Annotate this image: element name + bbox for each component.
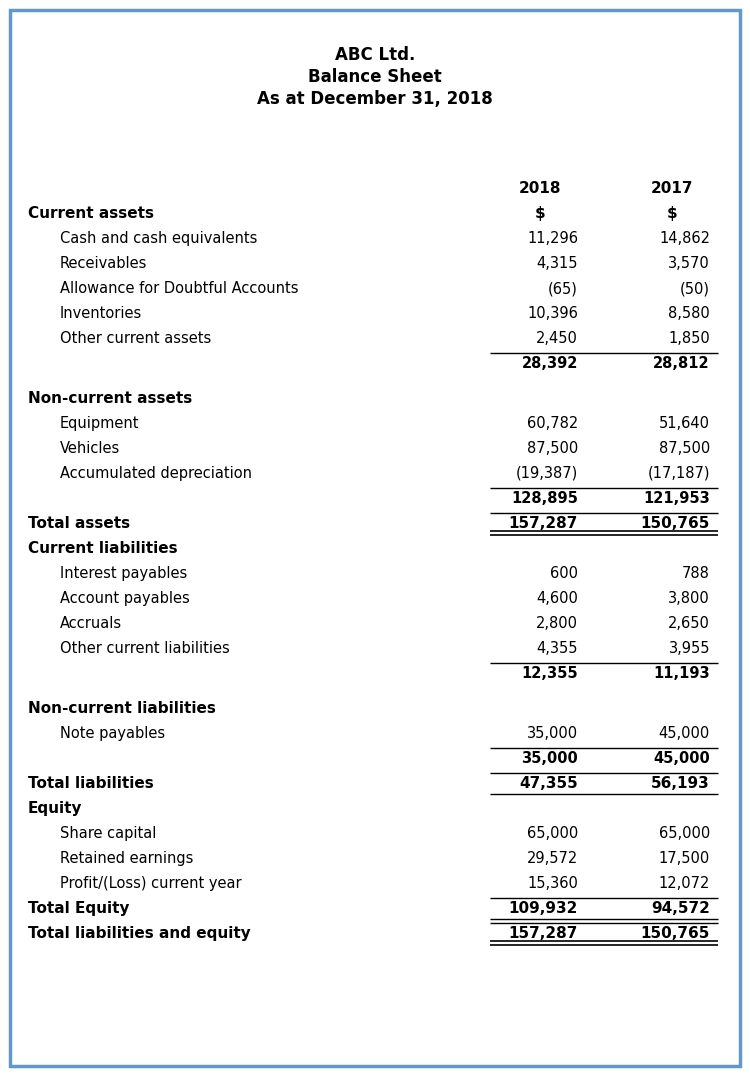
Text: 11,296: 11,296 [527,231,578,246]
Text: 1,850: 1,850 [668,331,710,346]
Text: 65,000: 65,000 [658,826,710,841]
Text: 2017: 2017 [651,181,693,196]
Text: 51,640: 51,640 [659,416,710,431]
Text: 11,193: 11,193 [653,666,710,681]
Text: 600: 600 [550,566,578,581]
Text: Accruals: Accruals [60,615,122,631]
Text: 4,355: 4,355 [536,641,578,656]
Text: 8,580: 8,580 [668,306,710,321]
Text: 65,000: 65,000 [526,826,578,841]
Text: ABC Ltd.: ABC Ltd. [334,46,416,63]
Text: 45,000: 45,000 [653,751,710,766]
Text: 2018: 2018 [519,181,561,196]
Text: 121,953: 121,953 [644,491,710,506]
Text: Current assets: Current assets [28,206,154,221]
Text: Allowance for Doubtful Accounts: Allowance for Doubtful Accounts [60,281,298,296]
Text: Cash and cash equivalents: Cash and cash equivalents [60,231,257,246]
Text: 87,500: 87,500 [526,441,578,456]
Text: Retained earnings: Retained earnings [60,851,194,866]
Text: Interest payables: Interest payables [60,566,188,581]
Text: Equipment: Equipment [60,416,140,431]
Text: $: $ [667,206,677,221]
FancyBboxPatch shape [10,10,740,1066]
Text: Non-current liabilities: Non-current liabilities [28,700,216,716]
Text: Receivables: Receivables [60,256,147,271]
Text: Total liabilities and equity: Total liabilities and equity [28,926,251,942]
Text: Total assets: Total assets [28,516,130,530]
Text: 109,932: 109,932 [509,901,578,916]
Text: Inventories: Inventories [60,306,142,321]
Text: 150,765: 150,765 [640,926,710,942]
Text: 28,812: 28,812 [653,356,710,371]
Text: 87,500: 87,500 [658,441,710,456]
Text: 128,895: 128,895 [512,491,578,506]
Text: Accumulated depreciation: Accumulated depreciation [60,466,252,481]
Text: 2,450: 2,450 [536,331,578,346]
Text: (19,387): (19,387) [516,466,578,481]
Text: 35,000: 35,000 [526,726,578,741]
Text: Note payables: Note payables [60,726,165,741]
Text: 2,650: 2,650 [668,615,710,631]
Text: 60,782: 60,782 [526,416,578,431]
Text: Other current liabilities: Other current liabilities [60,641,229,656]
Text: Profit/(Loss) current year: Profit/(Loss) current year [60,876,242,891]
Text: 4,600: 4,600 [536,591,578,606]
Text: (65): (65) [548,281,578,296]
Text: $: $ [535,206,545,221]
Text: Account payables: Account payables [60,591,190,606]
Text: Other current assets: Other current assets [60,331,211,346]
Text: As at December 31, 2018: As at December 31, 2018 [257,90,493,108]
Text: 157,287: 157,287 [509,926,578,942]
Text: 3,955: 3,955 [668,641,710,656]
Text: 2,800: 2,800 [536,615,578,631]
Text: Balance Sheet: Balance Sheet [308,68,442,86]
Text: 4,315: 4,315 [536,256,578,271]
Text: 10,396: 10,396 [527,306,578,321]
Text: 94,572: 94,572 [651,901,710,916]
Text: 3,570: 3,570 [668,256,710,271]
Text: (50): (50) [680,281,710,296]
Text: 150,765: 150,765 [640,516,710,530]
Text: 45,000: 45,000 [658,726,710,741]
Text: 15,360: 15,360 [527,876,578,891]
Text: 12,355: 12,355 [521,666,578,681]
Text: 47,355: 47,355 [519,776,578,791]
Text: Total Equity: Total Equity [28,901,130,916]
Text: 56,193: 56,193 [651,776,710,791]
Text: 788: 788 [682,566,710,581]
Text: Equity: Equity [28,801,82,816]
Text: Total liabilities: Total liabilities [28,776,154,791]
Text: Non-current assets: Non-current assets [28,391,192,406]
Text: Current liabilities: Current liabilities [28,541,178,556]
Text: 35,000: 35,000 [521,751,578,766]
Text: 3,800: 3,800 [668,591,710,606]
Text: 14,862: 14,862 [659,231,710,246]
Text: Share capital: Share capital [60,826,156,841]
Text: 157,287: 157,287 [509,516,578,530]
Text: Vehicles: Vehicles [60,441,120,456]
Text: 12,072: 12,072 [658,876,710,891]
Text: (17,187): (17,187) [647,466,710,481]
Text: 29,572: 29,572 [526,851,578,866]
Text: 17,500: 17,500 [658,851,710,866]
Text: 28,392: 28,392 [522,356,578,371]
